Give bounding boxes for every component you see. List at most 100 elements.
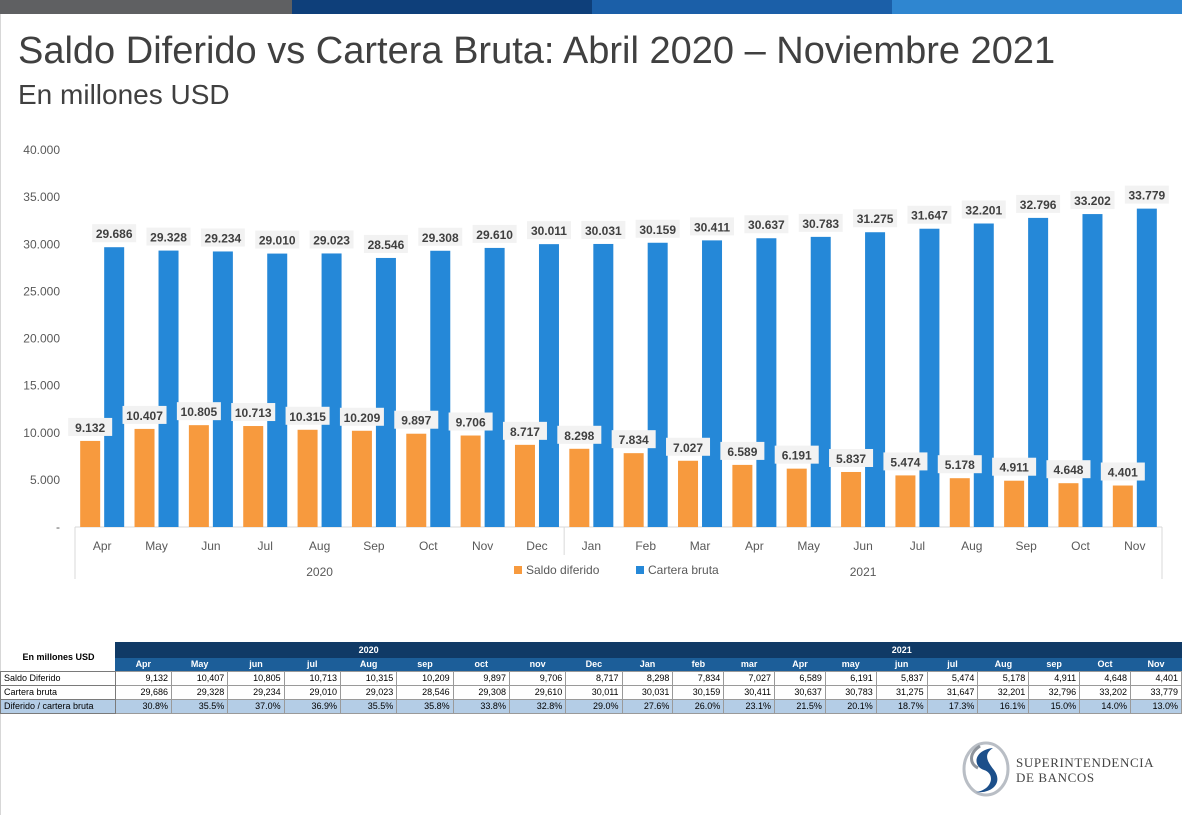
table-cell: 10,209 [396,671,454,686]
table-cell: 7,834 [672,671,725,686]
data-label-cartera-bg [526,221,571,240]
data-label-cartera: 33.779 [1128,189,1165,203]
data-label-cartera: 30.159 [639,223,676,237]
x-tick-label: Aug [961,539,982,553]
table-cell: 15.0% [1028,699,1081,714]
table-cell: 17.3% [926,699,979,714]
y-tick-label: 25.000 [23,284,60,298]
x-tick-label: Nov [1124,539,1145,553]
table-cell: 36.9% [283,699,341,714]
table-cell: 35.5% [170,699,229,714]
bar-saldo-diferido [351,430,372,527]
bar-cartera-bruta [756,238,777,527]
table-month-header: Oct [1079,658,1131,672]
table-cell: 4,911 [1028,671,1081,686]
bar-saldo-diferido [786,468,807,527]
data-label-saldo: 4.648 [1053,463,1083,477]
table-cell: 21.5% [774,699,826,714]
bar-saldo-diferido [80,440,101,527]
data-label-saldo-bg [883,452,928,471]
data-label-saldo: 6.589 [727,445,757,459]
x-tick-label: Jun [853,539,872,553]
table-cell: 8,298 [621,671,674,686]
y-tick-label: 35.000 [23,190,60,204]
data-label-cartera: 29.234 [205,231,242,245]
data-label-cartera: 30.011 [531,224,567,238]
table-cell: 30,031 [621,685,674,700]
data-label-saldo: 4.911 [999,461,1029,475]
x-tick-label: Oct [419,539,438,553]
data-label-saldo: 5.178 [945,458,975,472]
data-label-cartera-bg [1070,191,1115,210]
table-cell: 13.0% [1129,699,1182,714]
data-label-saldo-bg [557,425,602,444]
table-cell: 29,686 [114,685,172,700]
table-month-header: jul [927,658,978,672]
table-cell: 7,027 [723,671,776,686]
y-tick-label: 20.000 [23,332,60,346]
bar-saldo-diferido [949,478,970,527]
top-bar-segment [592,0,892,14]
table-month-header: sep [396,658,454,672]
table-cell: 29,328 [170,685,229,700]
bar-saldo-diferido [243,426,264,527]
data-label-cartera-bg [907,205,952,224]
bar-cartera-bruta [865,232,886,527]
top-bar-segment [0,0,292,14]
table-cell: 10,407 [170,671,229,686]
data-label-saldo-bg [394,410,439,429]
data-label-saldo: 9.706 [456,416,486,430]
logo-text: Superintendencia de Bancos [1016,755,1154,785]
table-row-label: Cartera bruta [0,685,116,700]
data-label-saldo-bg [448,412,493,431]
data-label-saldo: 4.401 [1108,466,1138,480]
table-cell: 18.7% [875,699,928,714]
bar-cartera-bruta [158,250,179,527]
table-month-header: jun [227,658,285,672]
table-cell: 6,191 [824,671,877,686]
table-row: Cartera bruta 29,686 29,328 29,234 29,010 29,… [0,685,1182,700]
data-label-cartera: 30.637 [748,218,785,232]
data-label-saldo: 7.834 [619,433,649,447]
table-cell: 37.0% [227,699,285,714]
table-cell: 28,546 [396,685,454,700]
data-label-cartera: 28.546 [368,238,405,252]
y-tick-label: 30.000 [23,237,60,251]
table-month-header: jun [876,658,928,672]
table-cell: 30,159 [672,685,725,700]
data-label-cartera-bg [744,215,789,234]
table-month-header: sep [1028,658,1080,672]
legend-label-cartera: Cartera bruta [648,563,719,577]
data-label-saldo-bg [231,403,276,422]
data-label-saldo-bg [502,421,547,440]
bar-cartera-bruta [430,250,451,527]
table-cell: 29,010 [283,685,341,700]
data-label-cartera-bg [92,224,137,243]
data-label-cartera: 30.783 [802,217,839,231]
bar-cartera-bruta [919,228,940,527]
data-label-saldo: 5.474 [890,455,920,469]
data-label-cartera-bg [961,200,1006,219]
table-cell: 33,202 [1079,685,1131,700]
table-year-header: 2021 [622,642,1182,658]
table-cell: 29,308 [452,685,510,700]
data-label-cartera-bg [146,227,191,246]
table-year-row: En millones USD 2020 2021 [1,642,1182,662]
data-label-cartera: 31.275 [857,212,894,226]
table-row-label: Diferido / cartera bruta [0,699,116,714]
table-cell: 5,178 [977,671,1030,686]
table-row: Saldo Diferido 9,132 10,407 10,805 10,713 10,… [0,671,1182,686]
table-cell: 26.0% [672,699,725,714]
table-month-header: Dec [565,658,623,672]
table-month-header: Jan [622,658,673,672]
bar-saldo-diferido [1004,480,1025,527]
x-tick-label: Apr [93,539,112,553]
y-tick-label: 5.000 [30,473,60,487]
y-tick-label: 10.000 [23,426,60,440]
table-cell: 32,796 [1028,685,1081,700]
table-cell: 33.8% [452,699,510,714]
data-label-cartera: 30.411 [694,220,730,234]
legend-swatch-saldo [514,566,522,574]
data-label-cartera: 29.308 [422,231,459,245]
data-label-cartera: 32.796 [1020,198,1057,212]
